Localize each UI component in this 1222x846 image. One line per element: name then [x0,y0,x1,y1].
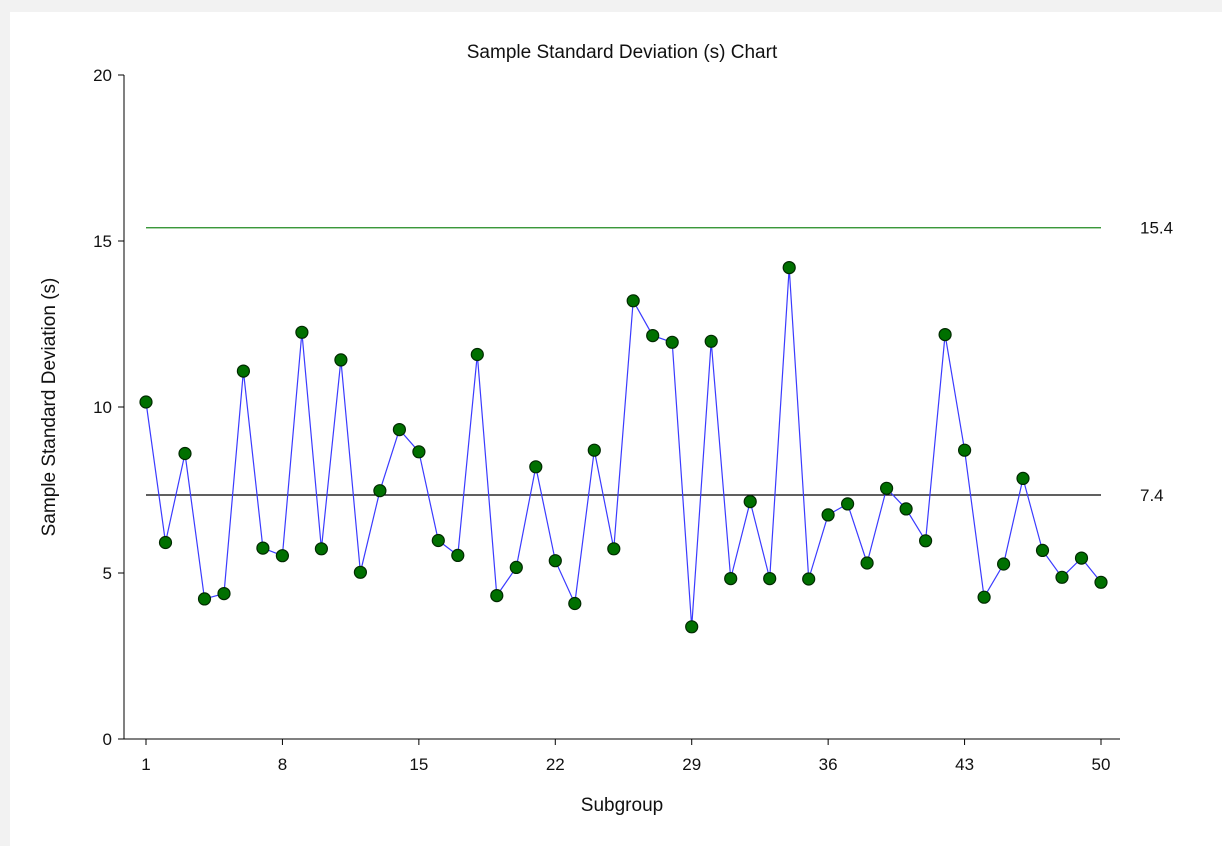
data-points [139,261,1108,634]
data-point [724,571,738,586]
y-tick-label: 15 [93,232,112,251]
series-polyline [145,267,1102,627]
chart-panel [10,12,1222,846]
data-point [295,325,309,339]
chart-title: Sample Standard Deviation (s) Chart [467,42,778,63]
data-point [996,557,1011,571]
data-point [607,542,621,556]
data-point [548,554,562,568]
data-point [256,541,270,555]
data-point [1074,551,1089,565]
y-tick-label: 20 [93,66,112,85]
y-tick-label: 0 [103,730,112,749]
data-point [1055,570,1069,584]
data-point [587,443,601,457]
data-point [197,592,212,606]
x-tick-label: 8 [278,755,287,774]
data-point [412,445,426,459]
y-axis-label: Sample Standard Deviation (s) [39,278,60,537]
data-point [899,502,913,516]
x-tick-label: 1 [141,755,150,774]
data-point [217,586,231,601]
data-point [860,556,874,570]
data-point [704,334,718,348]
data-point [977,590,991,604]
data-point [763,571,777,586]
data-point [665,335,679,349]
data-point [490,588,504,603]
data-point [236,364,250,378]
data-point [451,548,465,563]
data-point [314,542,328,556]
axes: 0 5 10 15 20 1 8 15 22 29 36 43 50 [93,66,1120,774]
data-point [178,446,192,461]
x-tick-label: 50 [1092,755,1111,774]
data-point [529,460,543,474]
data-point [626,294,640,308]
data-point [821,508,835,522]
data-point [646,329,660,343]
data-point [1094,575,1108,589]
x-axis-label: Subgroup [581,795,663,816]
data-point [802,572,816,586]
data-point [568,596,582,611]
data-point [275,549,289,563]
x-tick-label: 29 [682,755,701,774]
data-point [840,497,855,511]
data-point [1016,471,1030,485]
data-point [431,533,445,548]
data-point [743,495,757,509]
data-point [470,347,484,362]
data-point [685,620,699,634]
x-tick-label: 36 [819,755,838,774]
reference-line-label: 7.4 [1140,486,1164,505]
data-point [918,534,933,548]
x-tick-label: 22 [546,755,565,774]
reference-lines: 15.4 7.4 [146,219,1173,505]
data-point [139,395,153,409]
data-point [373,484,387,498]
series-line [145,267,1102,627]
reference-line-label: 15.4 [1140,219,1173,238]
data-point [879,481,894,495]
data-point [353,565,367,579]
x-tick-label: 15 [409,755,428,774]
data-point [1035,543,1050,558]
y-tick-label: 5 [103,564,112,583]
data-point [938,328,952,342]
data-point [782,261,796,275]
x-tick-label: 43 [955,755,974,774]
data-point [509,560,523,575]
data-point [334,353,348,367]
y-tick-label: 10 [93,398,112,417]
data-point [957,443,972,457]
data-point [392,423,406,437]
data-point [158,535,173,550]
